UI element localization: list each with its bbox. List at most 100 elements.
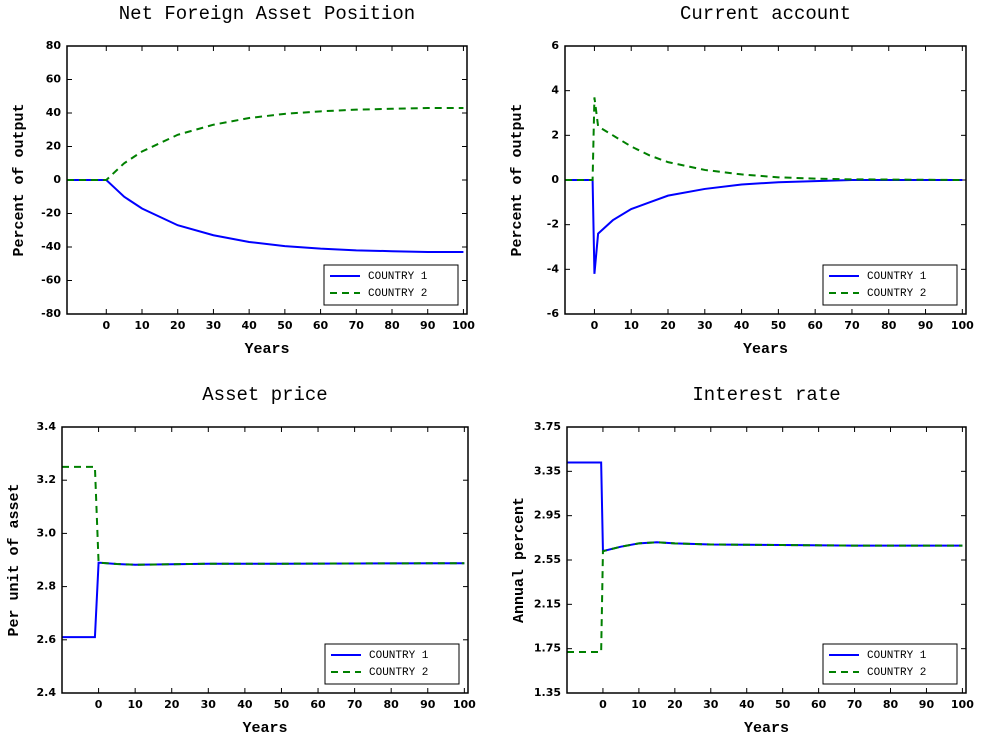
y-tick-label: -4 [547,262,560,275]
y-axis-label: Percent of output [509,103,526,256]
legend-box [323,264,459,306]
y-tick-label: 2.6 [37,633,57,646]
x-tick-label: 0 [95,698,103,711]
x-tick-label: 60 [313,319,329,332]
plot-frame [66,45,468,315]
series-line [565,97,963,181]
y-tick-label: 6 [551,39,559,52]
x-tick-label: 0 [102,319,110,332]
x-tick-label: 40 [241,319,257,332]
y-tick-label: 40 [46,106,62,119]
x-tick-label: 80 [881,319,897,332]
x-tick-label: 10 [127,698,143,711]
x-axis-label: Years [743,341,788,358]
y-tick-label: -40 [41,240,61,253]
series-line [567,541,963,653]
series-line [67,179,464,254]
legend-label: COUNTRY 2 [369,667,428,679]
y-tick-label: -6 [547,307,560,320]
x-tick-label: 20 [170,319,186,332]
x-tick-label: 10 [624,319,640,332]
y-axis-label: Per unit of asset [6,483,23,636]
x-tick-label: 90 [919,698,935,711]
x-tick-label: 20 [660,319,676,332]
y-tick-label: 3.0 [37,526,57,539]
series-line [67,106,464,181]
legend-label: COUNTRY 1 [867,650,927,662]
plot-frame [566,426,967,694]
x-tick-label: 20 [667,698,683,711]
y-tick-label: 0 [551,173,559,186]
y-tick-label: -20 [41,207,61,220]
legend-label: COUNTRY 1 [368,271,428,283]
y-tick-label: 2 [551,128,559,141]
y-tick-label: -2 [547,218,559,231]
series-line [62,561,465,639]
legend-box [822,643,958,685]
y-tick-label: 20 [46,140,62,153]
y-tick-label: 2.95 [534,509,561,522]
y-tick-label: -60 [41,274,61,287]
y-axis-label: Percent of output [11,103,28,256]
subplot: Current account Years Percent of output 0 10… [509,3,974,358]
x-tick-label: 60 [808,319,824,332]
x-tick-label: 90 [420,698,436,711]
series-line [567,461,963,553]
x-tick-label: 50 [775,698,791,711]
y-tick-label: 1.75 [534,642,561,655]
x-tick-label: 0 [591,319,599,332]
x-tick-label: 70 [847,698,863,711]
y-tick-label: -80 [41,307,61,320]
legend-label: COUNTRY 2 [867,288,926,300]
y-tick-label: 60 [46,73,62,86]
x-tick-label: 70 [347,698,363,711]
x-tick-label: 30 [206,319,222,332]
x-tick-label: 60 [811,698,827,711]
series-line [565,179,963,274]
x-tick-label: 100 [951,319,974,332]
subplot: Interest rate Years Annual percent 0 10 20 30 4… [511,384,974,737]
x-tick-label: 10 [134,319,150,332]
x-tick-label: 80 [384,698,400,711]
x-axis-label: Years [244,341,289,358]
y-tick-label: 4 [551,84,559,97]
chart-title: Net Foreign Asset Position [119,3,415,25]
x-tick-label: 30 [201,698,217,711]
x-tick-label: 90 [918,319,934,332]
legend-label: COUNTRY 1 [369,650,429,662]
chart-title: Interest rate [692,384,840,406]
y-axis-label: Annual percent [511,497,528,623]
x-tick-label: 30 [703,698,719,711]
x-tick-label: 40 [237,698,253,711]
x-tick-label: 60 [310,698,326,711]
y-tick-label: 3.4 [37,420,57,433]
subplot: Net Foreign Asset Position Years Percent o… [11,3,475,358]
x-tick-label: 70 [844,319,860,332]
y-tick-label: 3.35 [534,464,561,477]
x-tick-label: 50 [277,319,293,332]
y-tick-label: 2.55 [534,553,561,566]
x-tick-label: 10 [631,698,647,711]
x-axis-label: Years [242,720,287,737]
legend-box [822,264,958,306]
series-line [62,465,465,566]
y-tick-label: 1.35 [534,686,561,699]
chart-title: Asset price [202,384,327,406]
x-tick-label: 0 [599,698,607,711]
y-tick-label: 2.15 [534,597,561,610]
x-tick-label: 100 [951,698,974,711]
plot-frame [61,426,469,694]
x-tick-label: 100 [452,319,475,332]
x-tick-label: 100 [453,698,476,711]
x-tick-label: 40 [734,319,750,332]
y-tick-label: 80 [46,39,62,52]
y-tick-label: 3.75 [534,420,561,433]
x-tick-label: 50 [771,319,787,332]
x-tick-label: 90 [420,319,436,332]
y-tick-label: 3.2 [37,473,57,486]
plot-frame [564,45,967,315]
legend-label: COUNTRY 2 [368,288,427,300]
x-tick-label: 70 [349,319,365,332]
x-tick-label: 40 [739,698,755,711]
legend-box [324,643,460,685]
